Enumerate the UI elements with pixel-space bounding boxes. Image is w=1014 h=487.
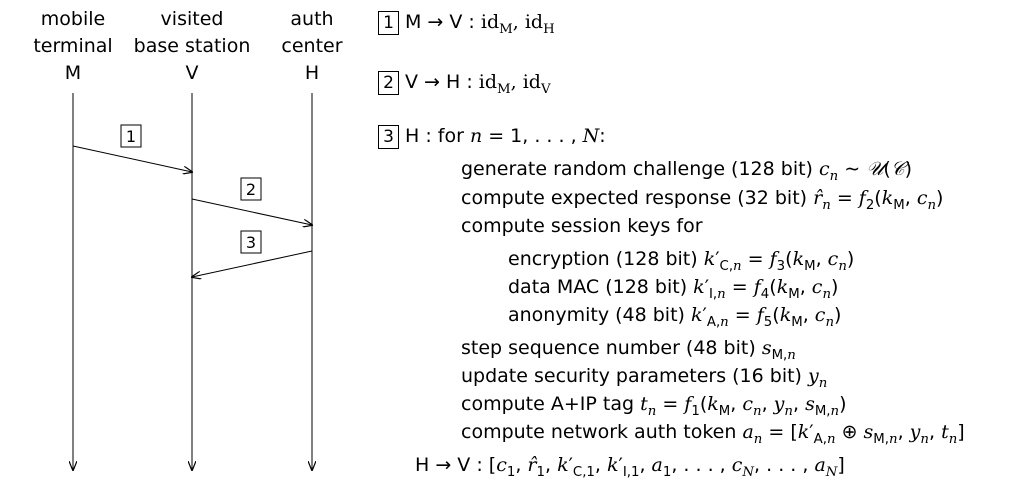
- message-label-box-3: [240, 230, 262, 254]
- party-v-line2: base station: [133, 35, 251, 57]
- step-number-2: 2: [378, 70, 399, 95]
- line-final-message: H → V : [c1, r̂1, k′C,1, k′I,1, a1, . . …: [415, 454, 845, 480]
- message-arrow-3: [192, 250, 313, 277]
- party-m-line2: terminal: [33, 35, 113, 57]
- step-number-3: 3: [378, 124, 399, 149]
- line-sequence-number: step sequence number (48 bit) sM,n: [461, 337, 796, 363]
- message-label-box-1: [120, 124, 142, 148]
- message-arrow-2: [191, 198, 312, 225]
- step-3: 3 H : for n = 1, . . . , N:: [378, 122, 606, 150]
- party-m-line1: mobile: [40, 8, 106, 30]
- message-label-1: 1: [126, 127, 136, 146]
- party-header-m: mobile terminal M: [23, 6, 123, 87]
- party-h-line2: center: [281, 35, 343, 57]
- line-encryption: encryption (128 bit) k′C,n = f3(kM, cn): [508, 248, 855, 274]
- party-v-line1: visited: [160, 8, 224, 30]
- line-data-mac: data MAC (128 bit) k′I,n = f4(kM, cn): [508, 276, 839, 302]
- step-number-1: 1: [378, 10, 399, 35]
- party-header-v: visited base station V: [132, 6, 252, 87]
- party-m-symbol: M: [64, 62, 82, 84]
- party-h-symbol: H: [304, 62, 320, 84]
- message-label-box-2: [240, 177, 262, 201]
- step-2-text: V → H : idM, idV: [405, 71, 551, 97]
- message-label-3: 3: [246, 233, 256, 252]
- step-3-head: H : for n = 1, . . . , N:: [405, 125, 606, 147]
- message-label-2: 2: [246, 180, 256, 199]
- line-aip-tag: compute A+IP tag tn = f1(kM, cn, yn, sM,…: [461, 393, 847, 419]
- line-generate-challenge: generate random challenge (128 bit) cn ∼…: [461, 158, 913, 184]
- line-auth-token: compute network auth token an = [k′A,n ⊕…: [461, 421, 965, 447]
- message-arrow-1: [72, 145, 192, 172]
- party-v-symbol: V: [185, 62, 199, 84]
- line-security-params: update security parameters (16 bit) yn: [461, 365, 828, 391]
- line-anonymity: anonymity (48 bit) k′A,n = f5(kM, cn): [508, 304, 842, 330]
- line-expected-response: compute expected response (32 bit) r̂n =…: [461, 187, 944, 213]
- line-session-keys: compute session keys for: [461, 215, 703, 237]
- party-h-line1: auth: [290, 8, 334, 30]
- step-1-text: M → V : idM, idH: [405, 11, 555, 37]
- sequence-diagram: 1 2 3: [0, 93, 378, 483]
- party-header-h: auth center H: [272, 6, 352, 87]
